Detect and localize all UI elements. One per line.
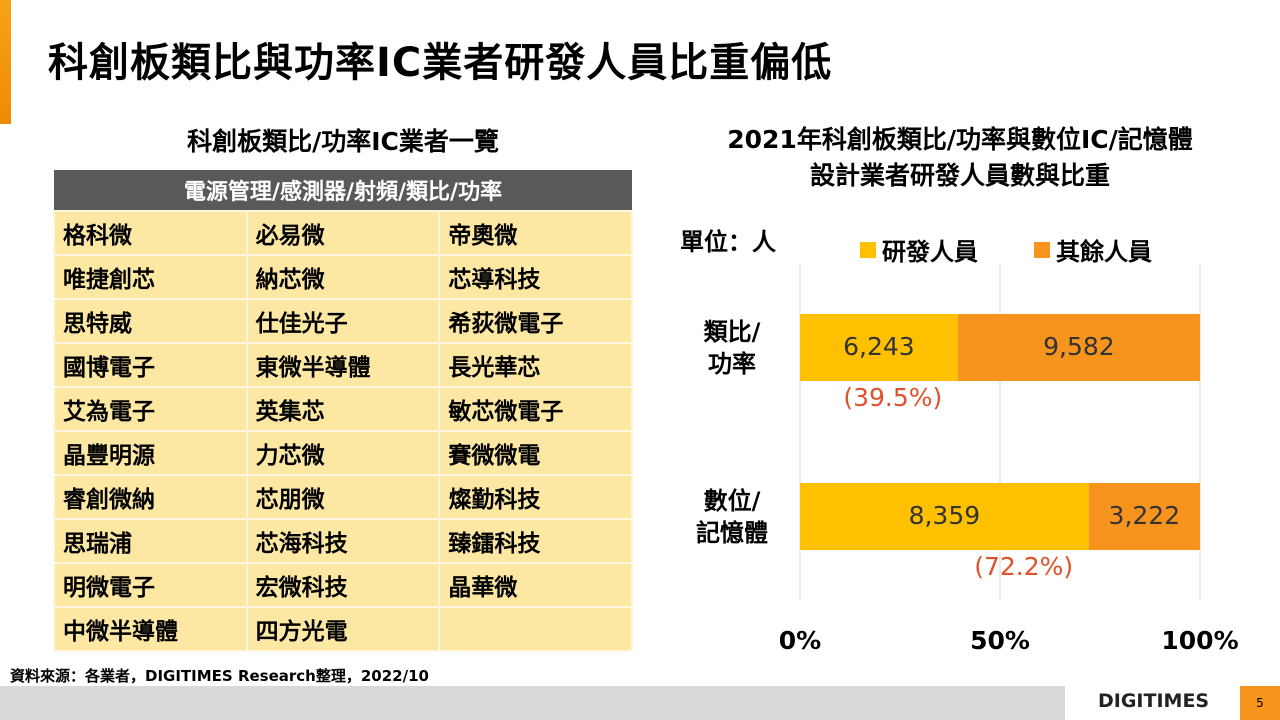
footer-bar [0, 686, 1065, 720]
legend-label: 研發人員 [882, 238, 978, 266]
table-row: 國博電子 東微半導體 長光華芯 [53, 342, 633, 388]
table-cell: 中微半導體 [53, 606, 248, 652]
table-cell: 希荻微電子 [438, 298, 633, 344]
table-cell: 晶華微 [438, 562, 633, 608]
table-subtitle: 科創板類比/功率IC業者一覽 [187, 127, 499, 156]
table-cell: 納芯微 [245, 254, 441, 300]
table-cell: 帝奧微 [438, 210, 633, 256]
bar-value-label: 3,222 [1108, 501, 1181, 530]
page-number: 5 [1240, 686, 1280, 720]
category-label-line: 類比/ [703, 317, 761, 346]
table-cell: 敏芯微電子 [438, 386, 633, 432]
table-row: 思特威 仕佳光子 希荻微電子 [53, 298, 633, 344]
table-cell: 力芯微 [245, 430, 441, 476]
table-cell: 睿創微納 [53, 474, 248, 520]
chart-title-line2: 設計業者研發人員數與比重 [809, 161, 1110, 190]
bar-segment [800, 483, 1089, 550]
table-cell: 東微半導體 [245, 342, 441, 388]
table-cell: 格科微 [53, 210, 248, 256]
bar-value-label: 9,582 [1043, 332, 1115, 361]
category-label-line: 功率 [708, 349, 756, 378]
legend-other: 其餘人員 [1034, 232, 1152, 267]
share-label: (72.2%) [974, 552, 1074, 581]
table-row: 晶豐明源 力芯微 賽微微電 [53, 430, 633, 476]
table-cell: 明微電子 [53, 562, 248, 608]
page-title: 科創板類比與功率IC業者研發人員比重偏低 [48, 40, 833, 86]
bar-segment [957, 314, 1200, 381]
legend-swatch [1034, 241, 1050, 258]
table-cell: 思瑞浦 [53, 518, 248, 564]
table-cell: 賽微微電 [438, 430, 633, 476]
category-label-line: 記憶體 [696, 518, 768, 547]
chart-title: 2021年科創板類比/功率與數位IC/記憶體 設計業者研發人員數與比重 [650, 122, 1270, 194]
table-cell: 唯捷創芯 [53, 254, 248, 300]
category-label-line: 數位/ [703, 486, 761, 515]
category-label: 類比/功率 [672, 316, 792, 380]
table-cell: 晶豐明源 [53, 430, 248, 476]
table-cell: 仕佳光子 [245, 298, 441, 344]
table-row: 唯捷創芯 納芯微 芯導科技 [53, 254, 633, 300]
table-cell: 芯朋微 [245, 474, 441, 520]
table-cell: 芯導科技 [438, 254, 633, 300]
x-tick-label: 50% [970, 626, 1030, 655]
table-cell [438, 606, 633, 652]
bar-segment [1088, 483, 1200, 550]
table-cell: 必易微 [245, 210, 441, 256]
category-label: 數位/記憶體 [672, 485, 792, 549]
x-tick-label: 100% [1161, 626, 1239, 655]
table-cell: 艾為電子 [53, 386, 248, 432]
source-note: 資料來源：各業者，DIGITIMES Research整理，2022/10 [10, 667, 429, 685]
table-row: 思瑞浦 芯海科技 臻鐳科技 [53, 518, 633, 564]
table-cell: 臻鐳科技 [438, 518, 633, 564]
table-cell: 英集芯 [245, 386, 441, 432]
table-cell: 芯海科技 [245, 518, 441, 564]
table-cell: 四方光電 [245, 606, 441, 652]
bar-segment [800, 314, 958, 381]
table-cell: 思特威 [53, 298, 248, 344]
table-row: 格科微 必易微 帝奧微 [53, 210, 633, 256]
table-cell: 國博電子 [53, 342, 248, 388]
table-row: 睿創微納 芯朋微 燦勤科技 [53, 474, 633, 520]
legend-label: 其餘人員 [1056, 238, 1152, 266]
bar-value-label: 8,359 [908, 501, 981, 530]
table-cell: 燦勤科技 [438, 474, 633, 520]
legend-rd: 研發人員 [860, 232, 978, 267]
table-row: 艾為電子 英集芯 敏芯微電子 [53, 386, 633, 432]
table-header: 電源管理/感測器/射頻/類比/功率 [54, 170, 632, 211]
unit-label: 單位：人 [680, 228, 776, 256]
company-table: 電源管理/感測器/射頻/類比/功率 格科微 必易微 帝奧微 唯捷創芯 納芯微 芯導科技 思特… [53, 170, 633, 652]
x-tick-label: 0% [778, 626, 822, 655]
legend-swatch [860, 241, 876, 258]
bar-value-label: 6,243 [843, 332, 915, 361]
digitimes-logo: DIGITIMES [1098, 690, 1210, 712]
chart-title-line1: 2021年科創板類比/功率與數位IC/記憶體 [727, 125, 1193, 154]
share-label: (39.5%) [843, 383, 943, 412]
table-cell: 長光華芯 [438, 342, 633, 388]
table-cell: 宏微科技 [245, 562, 441, 608]
table-row: 明微電子 宏微科技 晶華微 [53, 562, 633, 608]
accent-bar [0, 0, 11, 124]
table-row: 中微半導體 四方光電 [53, 606, 633, 652]
